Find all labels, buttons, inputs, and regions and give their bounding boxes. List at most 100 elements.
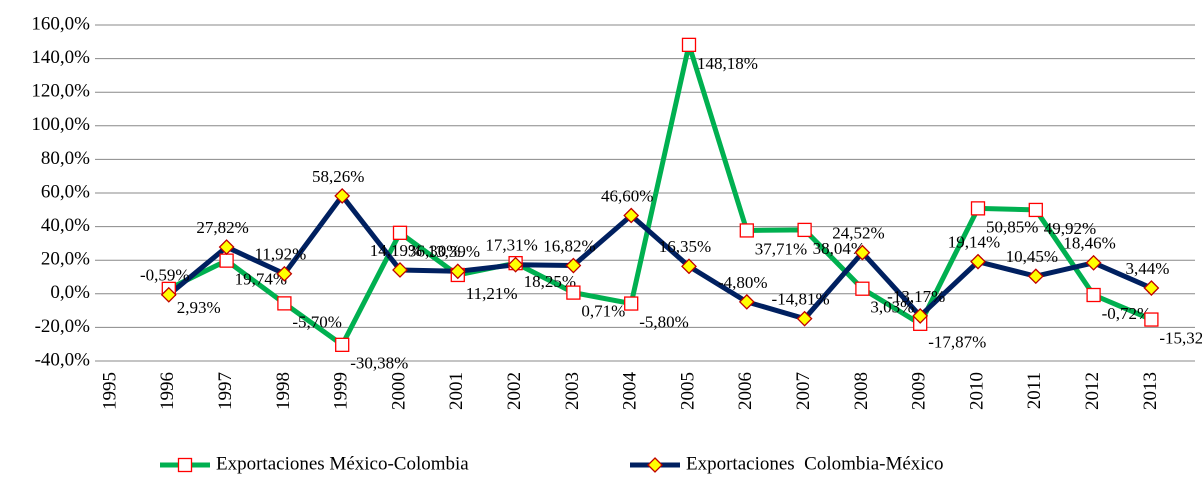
y-tick-label: -40,0% (35, 349, 91, 370)
x-tick-label: 2005 (677, 372, 698, 410)
marker (160, 286, 177, 303)
marker (566, 285, 581, 300)
data-label: 24,52% (832, 224, 884, 243)
marker (797, 222, 812, 238)
data-label: -13,17% (887, 287, 945, 306)
data-label: 14,19% (370, 241, 422, 260)
marker (277, 296, 292, 311)
data-label: -30,38% (350, 354, 408, 373)
marker (276, 265, 293, 282)
marker (738, 293, 755, 310)
data-label: -0,59% (140, 266, 190, 285)
legend-label: Exportaciones Colombia-México (686, 453, 944, 474)
x-tick-label: 1997 (215, 372, 236, 410)
x-tick-label: 2013 (1140, 372, 1161, 410)
marker (970, 201, 986, 216)
y-tick-label: 120,0% (31, 81, 90, 102)
data-label: -0,72% (1102, 304, 1152, 323)
data-label: 13,39% (428, 242, 480, 261)
data-label: -4,80% (718, 273, 768, 292)
y-tick-label: 100,0% (31, 114, 90, 135)
marker (219, 253, 234, 268)
data-label: 2,93% (177, 298, 221, 317)
marker (1085, 254, 1102, 271)
y-tick-label: 160,0% (31, 13, 90, 34)
legend-marker (647, 457, 663, 473)
marker (334, 188, 351, 204)
y-tick-label: -20,0% (35, 316, 91, 337)
x-tick-label: 1996 (157, 372, 178, 410)
y-tick-label: 80,0% (41, 148, 90, 169)
y-tick-label: 60,0% (41, 181, 90, 202)
data-label: 16,35% (659, 237, 711, 256)
data-label: 148,18% (697, 54, 758, 73)
data-label: 19,74% (235, 270, 287, 289)
marker (624, 296, 639, 311)
y-tick-label: 140,0% (31, 47, 90, 68)
marker (912, 308, 929, 324)
data-label: 3,03% (870, 298, 914, 317)
marker (392, 225, 408, 240)
data-label: -14,81% (772, 290, 830, 309)
x-tick-label: 2006 (735, 372, 756, 410)
data-label: 49,92% (1044, 219, 1096, 238)
marker (1028, 202, 1043, 218)
x-tick-label: 2011 (1024, 372, 1045, 409)
data-label: 18,25% (524, 272, 576, 291)
x-tick-label: 2007 (793, 372, 814, 410)
marker (681, 258, 697, 275)
x-tick-label: 2008 (851, 372, 872, 410)
x-tick-label: 2002 (504, 372, 525, 410)
data-label: 50,85% (986, 217, 1038, 236)
x-tick-label: 1998 (273, 372, 294, 410)
marker (218, 239, 235, 255)
data-label: -5,80% (639, 312, 689, 331)
x-tick-label: 1995 (99, 372, 120, 410)
data-label: 17,31% (485, 236, 537, 255)
marker (1027, 268, 1044, 285)
legend-marker (177, 457, 193, 473)
marker (335, 337, 350, 352)
data-label: 58,26% (312, 167, 364, 186)
data-label: 18,46% (1063, 234, 1115, 253)
data-label: 19,14% (948, 233, 1000, 252)
x-tick-label: 2010 (966, 372, 987, 410)
data-label: 11,92% (255, 245, 307, 264)
marker (739, 223, 754, 238)
x-tick-label: 2003 (562, 372, 583, 410)
series-line (167, 42, 1153, 348)
legend-label: Exportaciones México-Colombia (216, 453, 469, 474)
x-tick-label: 2001 (446, 372, 467, 410)
y-tick-label: 20,0% (41, 249, 90, 270)
marker (392, 262, 408, 278)
marker (796, 310, 813, 327)
data-label: 37,71% (755, 239, 807, 258)
x-tick-label: 2000 (388, 372, 409, 410)
data-label: -15,32% (1159, 328, 1202, 347)
marker (970, 253, 986, 270)
marker (623, 207, 640, 224)
x-tick-label: 2012 (1082, 372, 1103, 410)
marker (565, 257, 582, 274)
marker (507, 256, 524, 273)
x-tick-label: 2009 (909, 372, 930, 410)
marker (855, 281, 870, 296)
data-label: 46,60% (601, 186, 653, 205)
series-line (167, 193, 1153, 322)
data-label: 38,04% (813, 239, 865, 258)
marker (1144, 312, 1159, 327)
marker (1143, 280, 1160, 296)
marker (449, 263, 466, 280)
data-label: 36,30% (408, 242, 460, 261)
y-tick-label: 0,0% (50, 282, 90, 303)
data-label: 0,71% (581, 302, 625, 321)
marker (1086, 287, 1101, 303)
x-tick-label: 2004 (620, 372, 641, 411)
data-label: 27,82% (196, 218, 248, 237)
marker (681, 37, 697, 53)
data-label: 10,45% (1006, 247, 1058, 266)
data-label: 11,21% (466, 284, 518, 303)
data-label: -5,70% (292, 312, 342, 331)
data-label: 16,82% (543, 236, 595, 255)
